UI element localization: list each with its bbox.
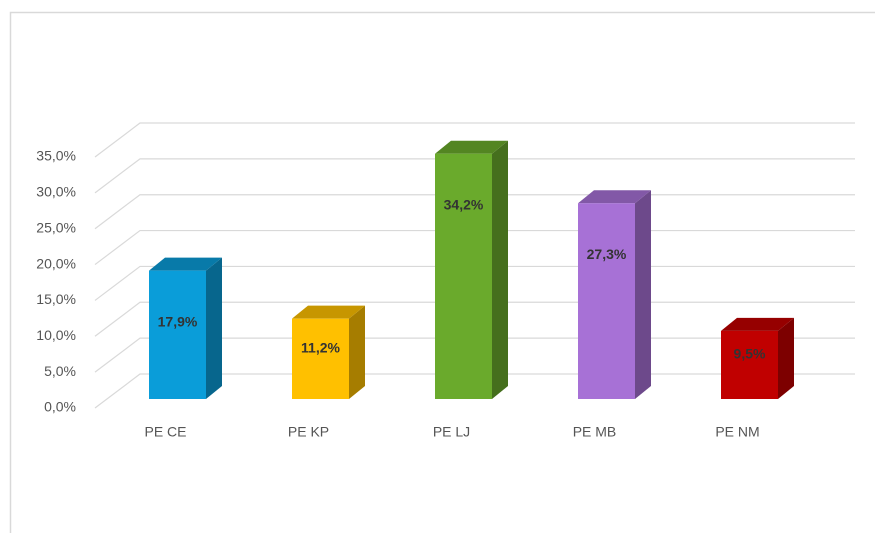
data-label: 27,3% bbox=[587, 246, 627, 262]
x-tick-label: PE LJ bbox=[433, 424, 470, 440]
bar-side bbox=[778, 317, 794, 399]
bar-side bbox=[492, 140, 508, 400]
bar-top bbox=[435, 140, 508, 154]
y-tick-label: 15,0% bbox=[36, 291, 76, 307]
x-tick-label: PE MB bbox=[573, 424, 617, 440]
bar-top bbox=[149, 257, 222, 271]
frame bbox=[9, 11, 875, 533]
y-tick-label: 25,0% bbox=[36, 219, 76, 235]
x-tick-label: PE CE bbox=[144, 424, 186, 440]
bar-side bbox=[635, 190, 651, 399]
grid-line bbox=[94, 158, 855, 194]
y-tick-label: 5,0% bbox=[44, 363, 76, 379]
bar bbox=[578, 203, 635, 399]
grid-line bbox=[94, 122, 855, 158]
data-label: 17,9% bbox=[158, 313, 198, 329]
y-tick-label: 35,0% bbox=[36, 148, 76, 164]
bar bbox=[435, 153, 492, 399]
bar-top bbox=[721, 317, 794, 331]
data-label: 34,2% bbox=[444, 196, 484, 212]
bar-side bbox=[206, 257, 222, 399]
x-tick-label: PE KP bbox=[288, 424, 329, 440]
x-tick-label: PE NM bbox=[715, 424, 759, 440]
bar-top bbox=[578, 190, 651, 204]
bar-side bbox=[349, 305, 365, 399]
y-tick-label: 20,0% bbox=[36, 255, 76, 271]
data-label: 9,5% bbox=[734, 346, 766, 362]
y-tick-label: 10,0% bbox=[36, 327, 76, 343]
bar bbox=[149, 270, 206, 399]
y-tick-label: 0,0% bbox=[44, 399, 76, 415]
bar bbox=[721, 330, 778, 399]
bar-top bbox=[292, 305, 365, 319]
data-label: 11,2% bbox=[301, 340, 340, 356]
y-tick-label: 30,0% bbox=[36, 184, 76, 200]
bar bbox=[292, 318, 349, 399]
